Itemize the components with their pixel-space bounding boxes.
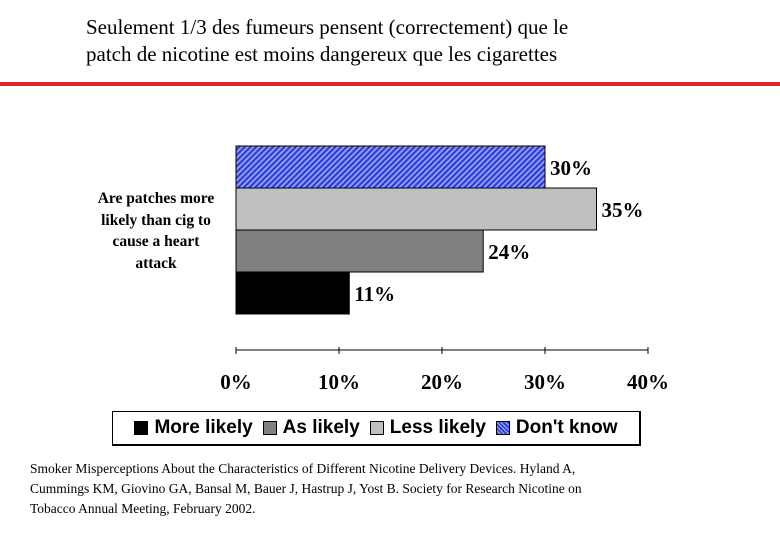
title-line-2: patch de nicotine est moins dangereux qu…	[86, 42, 558, 66]
source-line-2: Cummings KM, Giovino GA, Bansal M, Bauer…	[30, 481, 582, 496]
legend-swatch-more-likely	[134, 421, 149, 435]
source-line-1: Smoker Misperceptions About the Characte…	[30, 461, 576, 476]
source-line-3: Tobacco Annual Meeting, February 2002.	[30, 501, 256, 516]
category-label-line-2: likely than cig to	[101, 211, 211, 229]
legend-item-dont-know: Don't know	[495, 417, 618, 439]
data-label-don-t-know: 30%	[550, 156, 592, 180]
x-tick-label-0: 0%	[220, 370, 252, 394]
bar-don-t-know	[235, 145, 546, 189]
slide-title: Seulement 1/3 des fumeurs pensent (corre…	[86, 14, 726, 68]
legend-swatch-dont-know	[495, 421, 510, 435]
category-label-line-1: Are patches more	[97, 190, 215, 207]
x-tick-label-30: 30%	[524, 370, 566, 394]
x-tick-label-40: 40%	[627, 370, 669, 394]
title-line-1: Seulement 1/3 des fumeurs pensent (corre…	[86, 15, 569, 39]
legend-label-as-likely: As likely	[282, 417, 360, 438]
category-label-line-3: cause a heart	[112, 233, 200, 250]
source-citation: Smoker Misperceptions About the Characte…	[30, 459, 750, 519]
bar-more-likely	[235, 271, 350, 315]
category-label: Are patches more likely than cig to caus…	[72, 188, 240, 274]
legend-swatch-as-likely	[262, 421, 277, 435]
legend-item-more-likely: More likely	[134, 417, 253, 439]
x-tick-label-10: 10%	[318, 370, 360, 394]
legend-label-less-likely: Less likely	[389, 417, 486, 438]
bar-less-likely	[235, 187, 597, 231]
data-label-less-likely: 35%	[602, 198, 644, 222]
bar-as-likely	[235, 229, 484, 273]
x-tick-label-20: 20%	[421, 370, 463, 394]
legend-label-more-likely: More likely	[154, 417, 253, 438]
legend-swatch-less-likely	[369, 421, 384, 435]
data-label-as-likely: 24%	[488, 240, 530, 264]
title-divider	[0, 82, 780, 86]
legend-item-as-likely: As likely	[262, 417, 360, 439]
category-label-line-4: attack	[135, 254, 177, 272]
legend-label-dont-know: Don't know	[515, 417, 618, 438]
chart-legend: More likely As likely Less likely Don't …	[112, 411, 641, 446]
data-label-more-likely: 11%	[354, 282, 395, 306]
legend-item-less-likely: Less likely	[369, 417, 486, 439]
